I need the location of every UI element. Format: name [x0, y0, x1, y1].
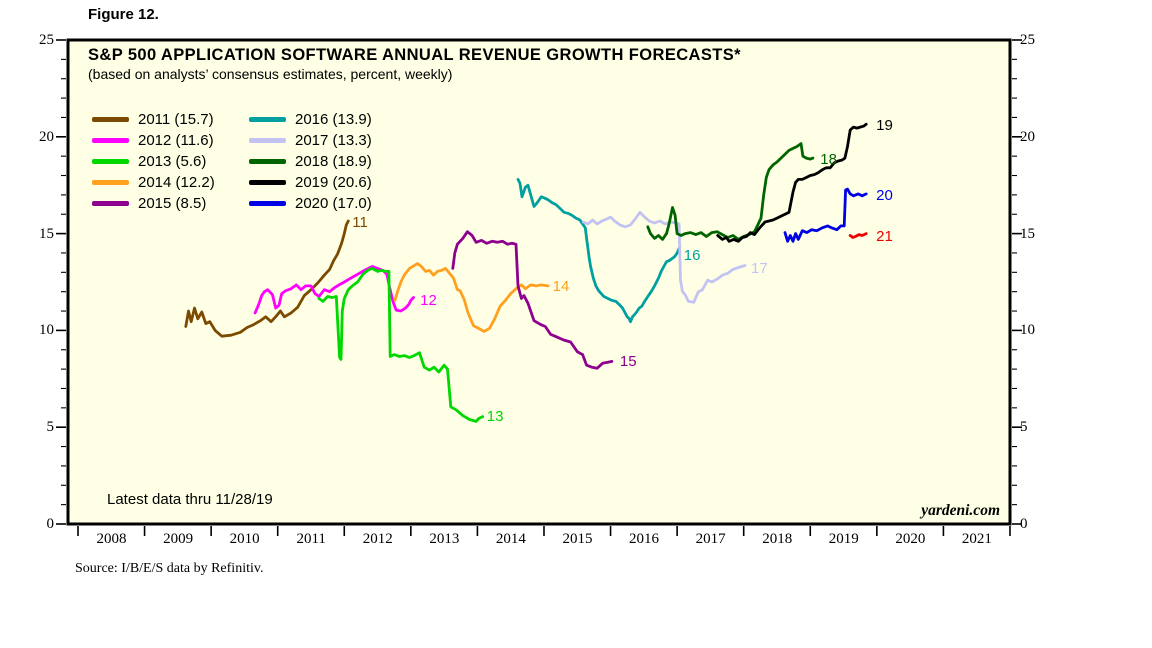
y-axis-label-left: 5	[46, 419, 55, 436]
end-label-2015: 15	[619, 353, 637, 371]
y-axis-label-left: 0	[46, 516, 55, 532]
legend-swatch-2011	[92, 117, 129, 122]
y-axis-label-left: 15	[39, 225, 54, 242]
legend-swatch-2017	[249, 138, 286, 143]
legend-label-2013: 2013 (5.6)	[138, 153, 207, 170]
x-axis-label-year: 2013	[429, 531, 460, 547]
x-axis-label-year: 2011	[296, 531, 326, 547]
y-axis-label-left: 25	[39, 32, 54, 48]
legend-label-2011: 2011 (15.7)	[138, 111, 214, 128]
y-axis-label-right: 5	[1020, 419, 1028, 436]
x-axis-label-year: 2020	[895, 531, 926, 547]
chart-subtitle: (based on analysts’ consensus estimates,…	[88, 66, 453, 82]
x-axis-label-year: 2008	[96, 531, 127, 547]
legend-item-2020: 2020 (17.0)	[249, 193, 372, 214]
series-line-2015	[451, 230, 614, 370]
y-axis-label-right: 25	[1020, 32, 1035, 48]
series-line-2011	[184, 219, 350, 338]
legend-swatch-2012	[92, 138, 129, 143]
chart-title: S&P 500 APPLICATION SOFTWARE ANNUAL REVE…	[88, 46, 741, 64]
series-line-2020	[783, 187, 868, 243]
plot-border	[66, 38, 1012, 526]
end-label-2016: 16	[683, 246, 701, 264]
series-line-2019	[716, 122, 868, 243]
legend-swatch-2020	[249, 201, 286, 206]
end-label-2020: 20	[876, 186, 893, 204]
legend-item-2014: 2014 (12.2)	[92, 172, 215, 193]
end-label-2018: 18	[820, 151, 837, 169]
legend-item-2017: 2017 (13.3)	[249, 130, 372, 151]
series-line-2021	[848, 232, 868, 239]
legend-item-2019: 2019 (20.6)	[249, 172, 372, 193]
x-axis-label-year: 2009	[163, 531, 194, 547]
legend-item-2018: 2018 (18.9)	[249, 151, 372, 172]
x-axis-label-year: 2016	[629, 531, 660, 547]
figure-label: Figure 12.	[88, 6, 159, 23]
x-axis-label-year: 2010	[229, 531, 260, 547]
y-axis-label-right: 15	[1020, 225, 1035, 242]
legend-swatch-2015	[92, 201, 129, 206]
source-note: Source: I/B/E/S data by Refinitiv.	[75, 561, 264, 576]
legend-item-2012: 2012 (11.6)	[92, 130, 215, 151]
end-label-2021: 21	[876, 227, 893, 245]
end-label-2017: 17	[751, 260, 768, 278]
y-axis-label-right: 0	[1020, 516, 1028, 532]
legend-label-2020: 2020 (17.0)	[295, 195, 372, 212]
x-axis-label-year: 2017	[695, 531, 726, 547]
latest-data-note: Latest data thru 11/28/19	[107, 491, 273, 508]
end-label-2011: 11	[352, 213, 368, 231]
x-axis-label-year: 2018	[762, 531, 793, 547]
y-axis-label-right: 10	[1020, 322, 1035, 339]
series-line-2018	[646, 142, 815, 241]
x-axis-label-year: 2012	[362, 531, 393, 547]
end-label-2013: 13	[486, 407, 504, 425]
watermark-yardeni: yardeni.com	[921, 502, 1000, 519]
legend-column-1: 2011 (15.7) 2012 (11.6) 2013 (5.6) 2014 (12…	[92, 109, 215, 214]
legend-column-2: 2016 (13.9) 2017 (13.3) 2018 (18.9) 2019 (2…	[249, 109, 372, 214]
legend-label-2014: 2014 (12.2)	[138, 174, 215, 191]
series-line-2012	[253, 265, 415, 315]
legend-label-2015: 2015 (8.5)	[138, 195, 207, 212]
legend-item-2013: 2013 (5.6)	[92, 151, 215, 172]
plot-area	[68, 40, 1010, 524]
series-line-2016	[516, 177, 682, 324]
end-label-2012: 12	[420, 292, 437, 310]
legend-swatch-2018	[249, 159, 286, 164]
x-axis-label-year: 2015	[562, 531, 593, 547]
x-axis-label-year: 2019	[828, 531, 859, 547]
legend-swatch-2013	[92, 159, 129, 164]
y-axis-label-left: 20	[39, 128, 54, 145]
x-axis-label-year: 2021	[961, 531, 992, 547]
legend-swatch-2019	[249, 180, 286, 185]
legend-label-2012: 2012 (11.6)	[138, 132, 214, 149]
end-label-2014: 14	[552, 277, 570, 295]
legend-label-2017: 2017 (13.3)	[295, 132, 372, 149]
legend-swatch-2016	[249, 117, 286, 122]
legend-label-2019: 2019 (20.6)	[295, 174, 372, 191]
legend-item-2016: 2016 (13.9)	[249, 109, 372, 130]
end-label-2019: 19	[876, 117, 893, 135]
legend-item-2015: 2015 (8.5)	[92, 193, 215, 214]
series-line-2017	[581, 210, 747, 304]
legend-label-2018: 2018 (18.9)	[295, 153, 372, 170]
y-axis-label-left: 10	[39, 322, 54, 339]
series-line-2013	[317, 266, 485, 423]
legend-swatch-2014	[92, 180, 129, 185]
legend-label-2016: 2016 (13.9)	[295, 111, 372, 128]
legend-item-2011: 2011 (15.7)	[92, 109, 215, 130]
y-axis-label-right: 20	[1020, 128, 1035, 145]
x-axis-label-year: 2014	[495, 531, 526, 547]
